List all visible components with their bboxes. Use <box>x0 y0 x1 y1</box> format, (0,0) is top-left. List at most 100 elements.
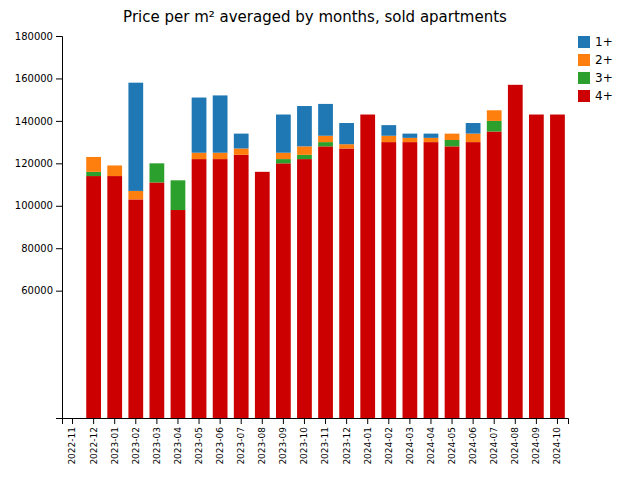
bar-segment <box>318 146 333 418</box>
y-tick: 60000 <box>21 285 62 296</box>
legend-swatch <box>578 72 590 84</box>
bar-segment <box>213 153 228 159</box>
tick-label: 2024-03 <box>405 427 415 465</box>
bar-segment <box>424 138 439 142</box>
axis-line <box>63 419 569 425</box>
bar-segment <box>508 84 523 85</box>
bar-segment <box>529 114 544 115</box>
bar-segment <box>445 146 460 418</box>
bar-segment <box>171 180 186 181</box>
bar-segment <box>297 146 312 154</box>
x-tick: 2023-02 <box>131 418 141 465</box>
tick-label: 2024-04 <box>426 427 436 465</box>
x-tick: 2023-11 <box>320 418 330 465</box>
bar-segment <box>466 142 481 418</box>
legend-item: 3+ <box>578 71 613 85</box>
legend-item: 4+ <box>578 89 613 103</box>
tick-label: 180000 <box>15 31 53 42</box>
bar-segment <box>550 115 565 418</box>
tick-mark <box>56 78 62 79</box>
x-tick: 2023-06 <box>215 418 225 465</box>
legend-swatch <box>578 54 590 66</box>
bar-segment <box>149 163 164 164</box>
tick-label: 2024-02 <box>384 427 394 465</box>
bar-segment <box>213 95 228 152</box>
legend-label: 2+ <box>595 53 613 67</box>
x-tick: 2024-02 <box>384 418 394 465</box>
bar-segment <box>318 104 333 136</box>
bar-segment <box>276 153 291 159</box>
x-tick: 2023-01 <box>110 418 120 465</box>
bar-segment <box>402 138 417 142</box>
tick-mark <box>536 418 537 424</box>
bar-segment <box>445 133 460 134</box>
tick-mark <box>409 418 410 424</box>
bar-segment <box>508 85 523 418</box>
bars <box>86 83 565 418</box>
bar-segment <box>107 165 122 166</box>
tick-mark <box>199 418 200 424</box>
bar-segment <box>339 144 354 148</box>
legend-label: 3+ <box>595 71 613 85</box>
bar-segment <box>171 210 186 418</box>
bar-segment <box>550 114 565 115</box>
bar-segment <box>339 123 354 144</box>
tick-label: 2024-09 <box>531 427 541 465</box>
tick-label: 80000 <box>21 243 53 254</box>
bar-segment <box>360 114 375 115</box>
bar-segment <box>297 155 312 159</box>
x-tick: 2024-03 <box>405 418 415 465</box>
legend-item: 1+ <box>578 35 613 49</box>
bar-segment <box>192 159 207 418</box>
bar-segment <box>487 121 502 132</box>
bar-segment <box>508 84 523 85</box>
series-0 <box>128 83 480 191</box>
title: Price per m² averaged by months, sold ap… <box>123 8 507 26</box>
series-2 <box>86 121 501 210</box>
x-tick: 2023-08 <box>257 418 267 465</box>
tick-label: 2023-04 <box>173 427 183 465</box>
bar-segment <box>487 110 502 111</box>
bar-segment <box>381 142 396 418</box>
tick-mark <box>367 418 368 424</box>
bar-segment <box>149 163 164 164</box>
bar-segment <box>171 180 186 210</box>
bar-segment <box>86 172 101 176</box>
bar-segment <box>402 134 417 138</box>
bar-segment <box>360 114 375 115</box>
bar-segment <box>550 114 565 115</box>
x-tick: 2024-04 <box>426 418 436 465</box>
bar-segment <box>234 148 249 154</box>
bar-segment <box>466 134 481 142</box>
tick-mark <box>72 418 73 424</box>
bar-segment <box>445 134 460 140</box>
bar-segment <box>529 114 544 115</box>
bar-segment <box>424 142 439 418</box>
bar-segment <box>276 159 291 163</box>
bar-segment <box>360 114 375 115</box>
chart: 6000080000100000120000140000160000180000… <box>0 0 640 480</box>
tick-mark <box>283 418 284 424</box>
tick-mark <box>304 418 305 424</box>
tick-mark <box>557 418 558 424</box>
legend-label: 4+ <box>595 89 613 103</box>
tick-mark <box>56 36 62 37</box>
y-tick: 120000 <box>15 158 62 169</box>
bar-segment <box>297 159 312 418</box>
axis-line <box>56 37 63 419</box>
tick-label: 2023-08 <box>257 427 267 465</box>
bar-segment <box>381 136 396 142</box>
y-tick: 140000 <box>15 116 62 127</box>
tick-label: 2023-05 <box>194 427 204 465</box>
tick-mark <box>114 418 115 424</box>
bar-segment <box>339 148 354 418</box>
bar-segment <box>65 418 80 419</box>
bar-segment <box>487 110 502 121</box>
bar-segment <box>234 155 249 418</box>
bar-segment <box>192 153 207 159</box>
tick-mark <box>220 418 221 424</box>
x-tick: 2022-12 <box>89 418 99 465</box>
tick-mark <box>241 418 242 424</box>
bar-segment <box>466 123 481 134</box>
bar-segment <box>255 171 270 172</box>
